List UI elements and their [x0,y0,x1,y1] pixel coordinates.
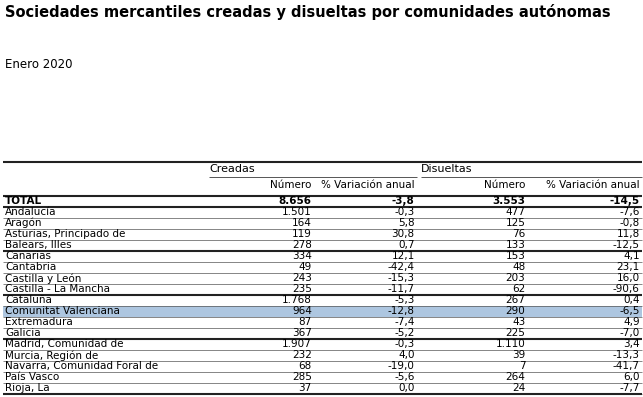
Text: 4,0: 4,0 [398,351,415,360]
Text: 1.768: 1.768 [282,295,312,305]
Text: Creadas: Creadas [209,164,255,174]
Text: 30,8: 30,8 [392,229,415,239]
Text: 87: 87 [298,317,312,328]
Text: 0,0: 0,0 [399,384,415,393]
Text: 37: 37 [298,384,312,393]
Text: 232: 232 [292,351,312,360]
Text: 964: 964 [292,306,312,316]
Text: -42,4: -42,4 [388,262,415,272]
Text: 48: 48 [512,262,525,272]
Text: 4,1: 4,1 [623,251,640,261]
Text: Andalucía: Andalucía [5,207,57,217]
Text: Comunitat Valenciana: Comunitat Valenciana [5,306,120,316]
Text: Extremadura: Extremadura [5,317,73,328]
Text: 334: 334 [292,251,312,261]
Text: -14,5: -14,5 [610,196,640,206]
Text: -7,6: -7,6 [619,207,640,217]
Text: País Vasco: País Vasco [5,372,59,382]
Text: Navarra, Comunidad Foral de: Navarra, Comunidad Foral de [5,361,158,371]
Text: 1.110: 1.110 [496,339,525,349]
Text: 0,7: 0,7 [398,240,415,250]
Text: % Variación anual: % Variación anual [321,180,415,190]
Text: -19,0: -19,0 [388,361,415,371]
Text: 0,4: 0,4 [623,295,640,305]
Text: 24: 24 [512,384,525,393]
Text: Número: Número [484,180,525,190]
Text: -3,8: -3,8 [392,196,415,206]
Text: -12,8: -12,8 [388,306,415,316]
Text: 133: 133 [505,240,525,250]
Text: -7,4: -7,4 [394,317,415,328]
Text: 4,9: 4,9 [623,317,640,328]
Text: Disueltas: Disueltas [421,164,473,174]
Text: % Variación anual: % Variación anual [546,180,640,190]
Text: 153: 153 [505,251,525,261]
Text: 243: 243 [292,273,312,283]
Text: 49: 49 [298,262,312,272]
Text: -90,6: -90,6 [613,284,640,294]
Text: -7,7: -7,7 [619,384,640,393]
Text: 5,8: 5,8 [398,218,415,228]
Text: 267: 267 [505,295,525,305]
Text: 203: 203 [505,273,525,283]
Text: -11,7: -11,7 [388,284,415,294]
Text: 225: 225 [505,328,525,338]
Bar [3,306,642,317]
Text: 1.501: 1.501 [282,207,312,217]
Text: 12,1: 12,1 [392,251,415,261]
Text: -15,3: -15,3 [388,273,415,283]
Text: 125: 125 [505,218,525,228]
Text: 164: 164 [292,218,312,228]
Text: -5,3: -5,3 [394,295,415,305]
Text: -0,3: -0,3 [395,339,415,349]
Text: 1.907: 1.907 [282,339,312,349]
Text: 367: 367 [292,328,312,338]
Text: 278: 278 [292,240,312,250]
Text: Cataluña: Cataluña [5,295,52,305]
Text: -7,0: -7,0 [620,328,640,338]
Text: 477: 477 [505,207,525,217]
Text: 76: 76 [512,229,525,239]
Text: Aragón: Aragón [5,218,42,229]
Text: Balears, Illes: Balears, Illes [5,240,72,250]
Text: Número: Número [271,180,312,190]
Text: 39: 39 [512,351,525,360]
Text: -0,3: -0,3 [395,207,415,217]
Text: 3,4: 3,4 [623,339,640,349]
Text: -0,8: -0,8 [620,218,640,228]
Text: -41,7: -41,7 [613,361,640,371]
Text: 6,0: 6,0 [623,372,640,382]
Text: -13,3: -13,3 [613,351,640,360]
Text: Madrid, Comunidad de: Madrid, Comunidad de [5,339,123,349]
Text: 235: 235 [292,284,312,294]
Text: 3.553: 3.553 [493,196,525,206]
Text: 8.656: 8.656 [279,196,312,206]
Text: Castilla - La Mancha: Castilla - La Mancha [5,284,110,294]
Text: 43: 43 [512,317,525,328]
Text: 62: 62 [512,284,525,294]
Text: Enero 2020: Enero 2020 [5,58,73,71]
Text: 68: 68 [298,361,312,371]
Text: -5,2: -5,2 [394,328,415,338]
Text: Cantabria: Cantabria [5,262,57,272]
Text: Asturias, Principado de: Asturias, Principado de [5,229,125,239]
Text: Murcia, Región de: Murcia, Región de [5,350,98,360]
Text: Galicia: Galicia [5,328,41,338]
Text: Castilla y León: Castilla y León [5,273,82,283]
Text: 7: 7 [519,361,525,371]
Text: 290: 290 [505,306,525,316]
Text: 23,1: 23,1 [617,262,640,272]
Text: Sociedades mercantiles creadas y disueltas por comunidades autónomas: Sociedades mercantiles creadas y disuelt… [5,4,611,20]
Text: 11,8: 11,8 [617,229,640,239]
Text: TOTAL: TOTAL [5,196,42,206]
Text: 16,0: 16,0 [617,273,640,283]
Text: Rioja, La: Rioja, La [5,384,50,393]
Text: 119: 119 [292,229,312,239]
Text: -12,5: -12,5 [613,240,640,250]
Text: Canarias: Canarias [5,251,51,261]
Text: -5,6: -5,6 [394,372,415,382]
Text: 285: 285 [292,372,312,382]
Text: -6,5: -6,5 [619,306,640,316]
Text: 264: 264 [505,372,525,382]
